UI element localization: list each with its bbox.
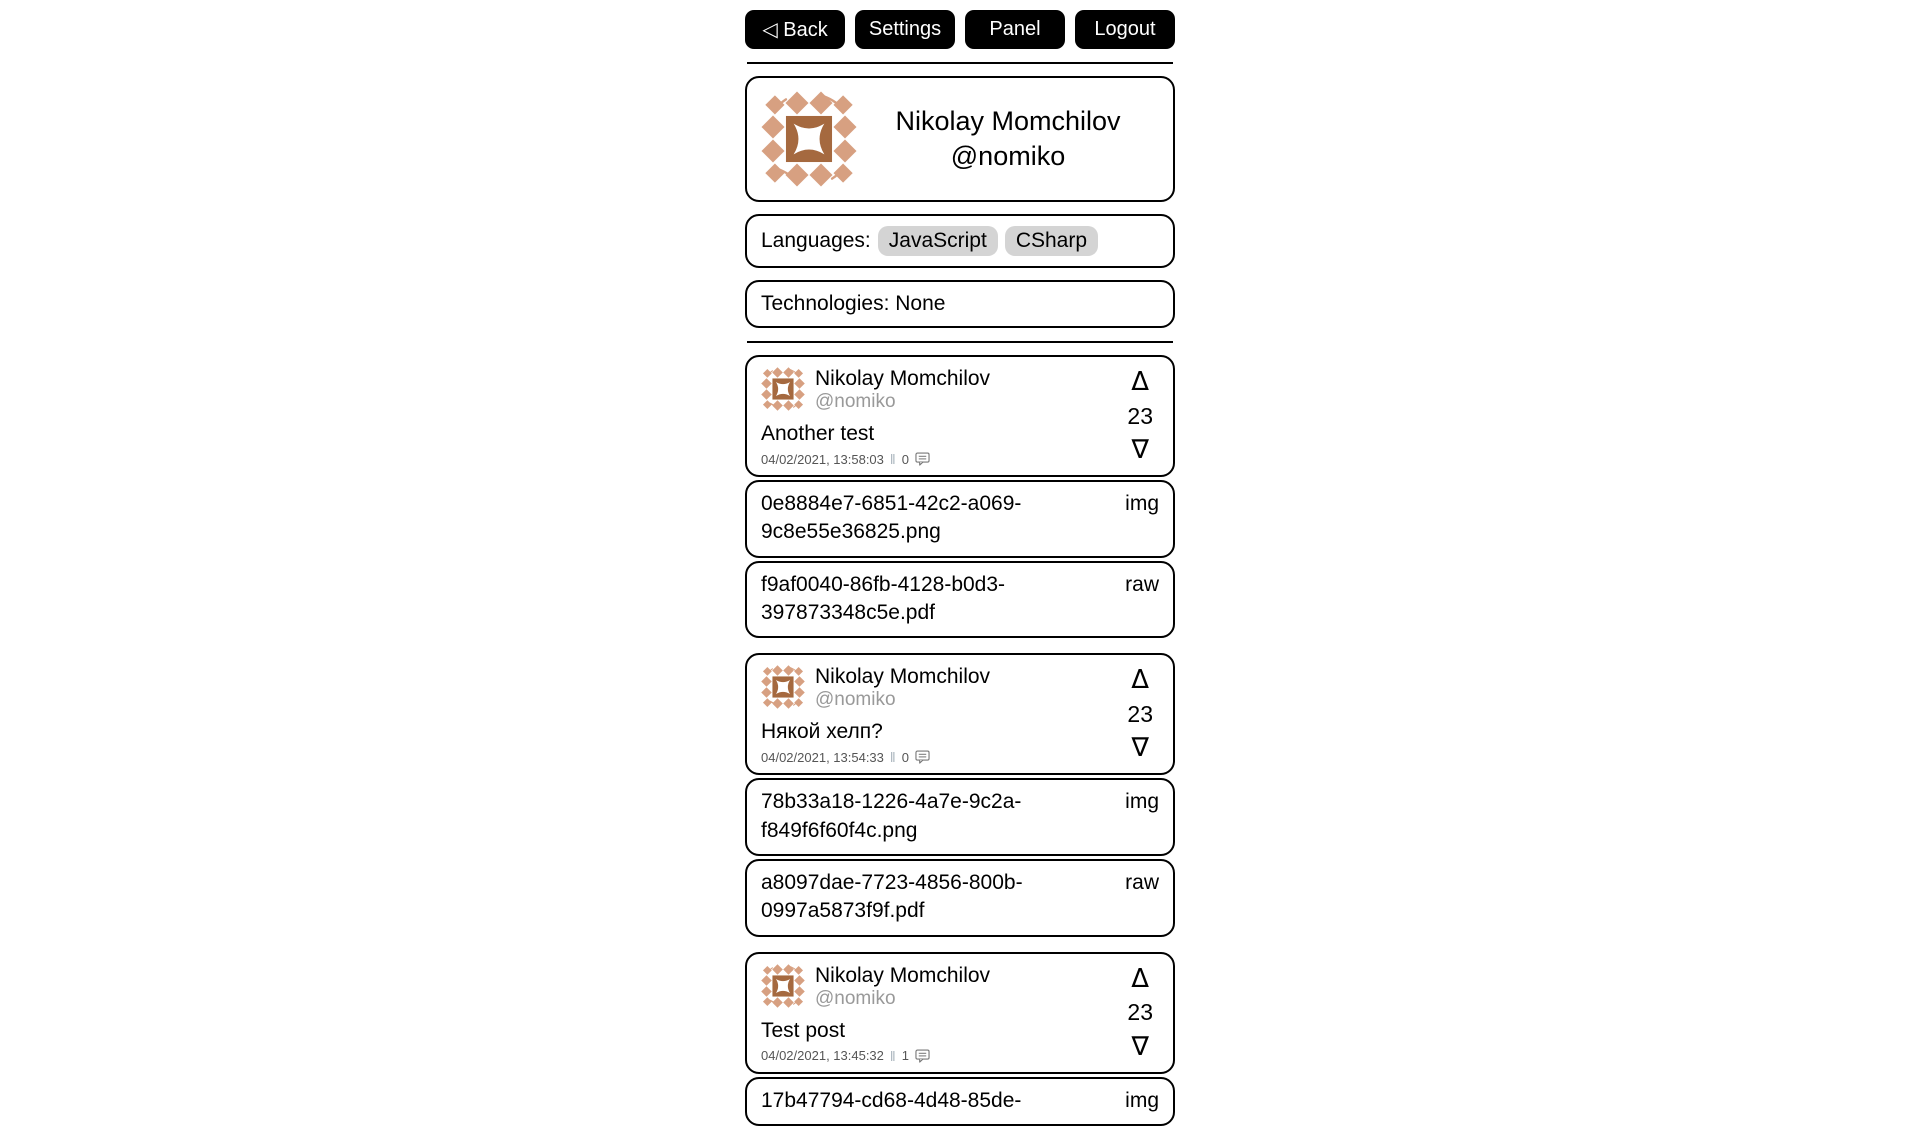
- post-author-handle[interactable]: @nomiko: [815, 987, 896, 1009]
- attachment-filename[interactable]: a8097dae-7723-4856-800b-0997a5873f9f.pdf: [761, 871, 1023, 923]
- post-card: Nikolay Momchilov @nomiko Test post 04/0…: [745, 951, 1175, 1126]
- post-avatar-icon[interactable]: [761, 665, 805, 709]
- post-header: Nikolay Momchilov @nomiko Test post 04/0…: [745, 951, 1175, 1074]
- post-author-row: Nikolay Momchilov @nomiko: [761, 964, 1159, 1010]
- post-author-name[interactable]: Nikolay Momchilov: [815, 367, 991, 390]
- downvote-button[interactable]: ∇: [1131, 1031, 1149, 1062]
- attachment-type-label: raw: [1125, 572, 1159, 596]
- post-header: Nikolay Momchilov @nomiko Another test 0…: [745, 355, 1175, 477]
- post-timestamp: 04/02/2021, 13:45:32: [761, 1048, 884, 1064]
- post-title[interactable]: Another test: [761, 422, 875, 445]
- upvote-button[interactable]: Δ: [1131, 665, 1150, 696]
- meta-separator: ‖: [889, 1047, 896, 1064]
- vote-score: 23: [1127, 700, 1153, 727]
- comment-bubble-icon: [915, 750, 930, 764]
- attachment-row[interactable]: 0e8884e7-6851-42c2-a069-9c8e55e36825.png…: [745, 480, 1175, 558]
- post-avatar-icon[interactable]: [761, 367, 805, 411]
- downvote-button[interactable]: ∇: [1131, 435, 1149, 465]
- post-meta: 04/02/2021, 13:45:32 ‖ 1: [761, 1048, 1159, 1064]
- technologies-text: Technologies: None: [761, 292, 946, 315]
- profile-card: Nikolay Momchilov @nomiko: [745, 76, 1175, 202]
- comment-count: 0: [901, 451, 909, 467]
- attachment-filename[interactable]: 78b33a18-1226-4a7e-9c2a-f849f6f60f4c.png: [761, 790, 1022, 842]
- divider-top: [747, 62, 1173, 64]
- post-author-name[interactable]: Nikolay Momchilov: [815, 665, 991, 689]
- language-badge-csharp: CSharp: [1004, 226, 1099, 256]
- comment-count: 0: [901, 749, 909, 765]
- divider-posts: [747, 341, 1173, 343]
- post-timestamp: 04/02/2021, 13:54:33: [761, 749, 884, 765]
- attachment-filename[interactable]: 17b47794-cd68-4d48-85de-: [761, 1088, 1022, 1112]
- post-meta: 04/02/2021, 13:58:03 ‖ 0: [761, 451, 1159, 467]
- settings-button[interactable]: Settings: [855, 10, 955, 49]
- comment-bubble-icon: [915, 1049, 930, 1063]
- post-author-row: Nikolay Momchilov @nomiko: [761, 367, 1159, 413]
- attachment-type-label: raw: [1125, 871, 1159, 895]
- comment-bubble-icon: [915, 452, 930, 466]
- downvote-button[interactable]: ∇: [1131, 733, 1149, 764]
- profile-name: Nikolay Momchilov: [895, 105, 1121, 136]
- attachment-type-label: img: [1125, 1088, 1159, 1112]
- attachment-row[interactable]: 78b33a18-1226-4a7e-9c2a-f849f6f60f4c.png…: [745, 778, 1175, 857]
- post-author-handle[interactable]: @nomiko: [815, 689, 896, 711]
- post-card: Nikolay Momchilov @nomiko Another test 0…: [745, 355, 1175, 639]
- languages-label: Languages:: [761, 229, 871, 252]
- post-card: Nikolay Momchilov @nomiko Някой хелп? 04…: [745, 653, 1175, 937]
- post-header: Nikolay Momchilov @nomiko Някой хелп? 04…: [745, 653, 1175, 776]
- attachment-type-label: img: [1125, 790, 1159, 814]
- comment-count: 1: [901, 1048, 909, 1064]
- upvote-button[interactable]: Δ: [1131, 963, 1150, 994]
- post-author-name[interactable]: Nikolay Momchilov: [815, 963, 991, 987]
- languages-card: Languages: JavaScript CSharp: [745, 214, 1175, 268]
- top-nav: ◁ Back Settings Panel Logout: [745, 10, 1175, 49]
- panel-button[interactable]: Panel: [965, 10, 1065, 49]
- post-title[interactable]: Някой хелп?: [761, 720, 883, 744]
- attachment-row[interactable]: a8097dae-7723-4856-800b-0997a5873f9f.pdf…: [745, 859, 1175, 937]
- post-title[interactable]: Test post: [761, 1018, 846, 1042]
- language-badge-javascript: JavaScript: [877, 226, 998, 256]
- attachment-filename[interactable]: 0e8884e7-6851-42c2-a069-9c8e55e36825.png: [761, 492, 1022, 544]
- profile-name-block: Nikolay Momchilov @nomiko: [857, 104, 1159, 174]
- post-timestamp: 04/02/2021, 13:58:03: [761, 451, 884, 467]
- main-column: ◁ Back Settings Panel Logout Nikolay Mom…: [745, 0, 1175, 1126]
- attachment-filename[interactable]: f9af0040-86fb-4128-b0d3-397873348c5e.pdf: [761, 572, 1006, 625]
- technologies-card: Technologies: None: [745, 280, 1175, 328]
- attachment-type-label: img: [1125, 492, 1159, 515]
- vote-controls: Δ 23 ∇: [1127, 667, 1153, 761]
- post-avatar-icon[interactable]: [761, 964, 805, 1008]
- upvote-button[interactable]: Δ: [1131, 367, 1150, 397]
- vote-score: 23: [1127, 402, 1153, 429]
- vote-controls: Δ 23 ∇: [1127, 369, 1153, 463]
- post-author-row: Nikolay Momchilov @nomiko: [761, 665, 1159, 711]
- post-author-handle[interactable]: @nomiko: [815, 391, 896, 412]
- attachment-row[interactable]: 17b47794-cd68-4d48-85de- img: [745, 1076, 1175, 1126]
- vote-controls: Δ 23 ∇: [1127, 966, 1153, 1060]
- back-button[interactable]: ◁ Back: [745, 10, 845, 49]
- meta-separator: ‖: [889, 749, 896, 766]
- profile-handle: @nomiko: [950, 141, 1066, 171]
- logout-button[interactable]: Logout: [1075, 10, 1175, 49]
- vote-score: 23: [1127, 999, 1153, 1026]
- profile-avatar-icon: [761, 91, 857, 187]
- meta-separator: ‖: [889, 451, 896, 467]
- post-meta: 04/02/2021, 13:54:33 ‖ 0: [761, 749, 1159, 765]
- attachment-row[interactable]: f9af0040-86fb-4128-b0d3-397873348c5e.pdf…: [745, 560, 1175, 639]
